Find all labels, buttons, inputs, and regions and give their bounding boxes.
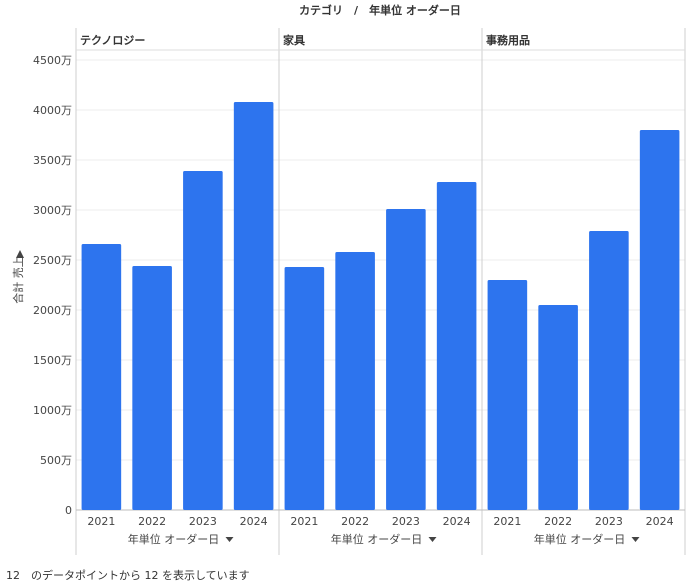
x-tick-label: 2022 xyxy=(341,515,369,528)
y-tick-label: 4500万 xyxy=(33,54,72,67)
y-tick-label: 3000万 xyxy=(33,204,72,217)
x-axis-sort-icon xyxy=(428,537,437,542)
y-tick-label: 4000万 xyxy=(33,104,72,117)
bar xyxy=(81,244,122,510)
chart-title: カテゴリ / 年単位 オーダー日 xyxy=(299,3,461,17)
bar xyxy=(233,102,274,510)
bar xyxy=(436,182,477,510)
bar xyxy=(386,209,426,510)
bar xyxy=(639,130,680,510)
x-tick-label: 2021 xyxy=(87,515,115,528)
y-tick-label: 1000万 xyxy=(33,404,72,417)
y-tick-label: 2000万 xyxy=(33,304,72,317)
x-tick-label: 2021 xyxy=(290,515,318,528)
panel-header-label: テクノロジー xyxy=(80,34,145,47)
footer-status: 12 のデータポイントから 12 を表示しています xyxy=(6,569,250,582)
y-tick-label: 2500万 xyxy=(33,254,72,267)
x-tick-label: 2024 xyxy=(443,515,471,528)
y-axis-label: 合計 売上 xyxy=(11,256,25,304)
x-axis-label: 年単位 オーダー日 xyxy=(128,532,220,546)
panel-header-label: 事務用品 xyxy=(486,33,530,47)
bar xyxy=(284,267,325,510)
bar xyxy=(183,171,223,510)
x-tick-label: 2024 xyxy=(646,515,674,528)
x-tick-label: 2022 xyxy=(138,515,166,528)
x-tick-label: 2022 xyxy=(544,515,572,528)
y-tick-label: 3500万 xyxy=(33,154,72,167)
x-tick-label: 2023 xyxy=(392,515,420,528)
y-tick-label: 0 xyxy=(65,504,72,517)
x-axis-label: 年単位 オーダー日 xyxy=(534,532,626,546)
bar xyxy=(487,280,528,510)
x-axis-sort-icon xyxy=(225,537,234,542)
y-tick-label: 1500万 xyxy=(33,354,72,367)
y-axis-label-sort-icon[interactable] xyxy=(16,250,24,258)
y-tick-label: 500万 xyxy=(40,454,72,467)
panel-header-label: 家具 xyxy=(283,33,305,47)
faceted-bar-chart: カテゴリ / 年単位 オーダー日 合計 売上 0 500万 1000万 1500万 20… xyxy=(11,3,686,555)
bar xyxy=(538,305,578,510)
x-tick-label: 2024 xyxy=(240,515,268,528)
x-axis-sort-icon xyxy=(631,537,640,542)
x-tick-label: 2023 xyxy=(189,515,217,528)
bar xyxy=(335,252,375,510)
bar xyxy=(132,266,172,510)
bar xyxy=(589,231,629,510)
x-tick-label: 2021 xyxy=(493,515,521,528)
x-axis-label: 年単位 オーダー日 xyxy=(331,532,423,546)
x-tick-label: 2023 xyxy=(595,515,623,528)
